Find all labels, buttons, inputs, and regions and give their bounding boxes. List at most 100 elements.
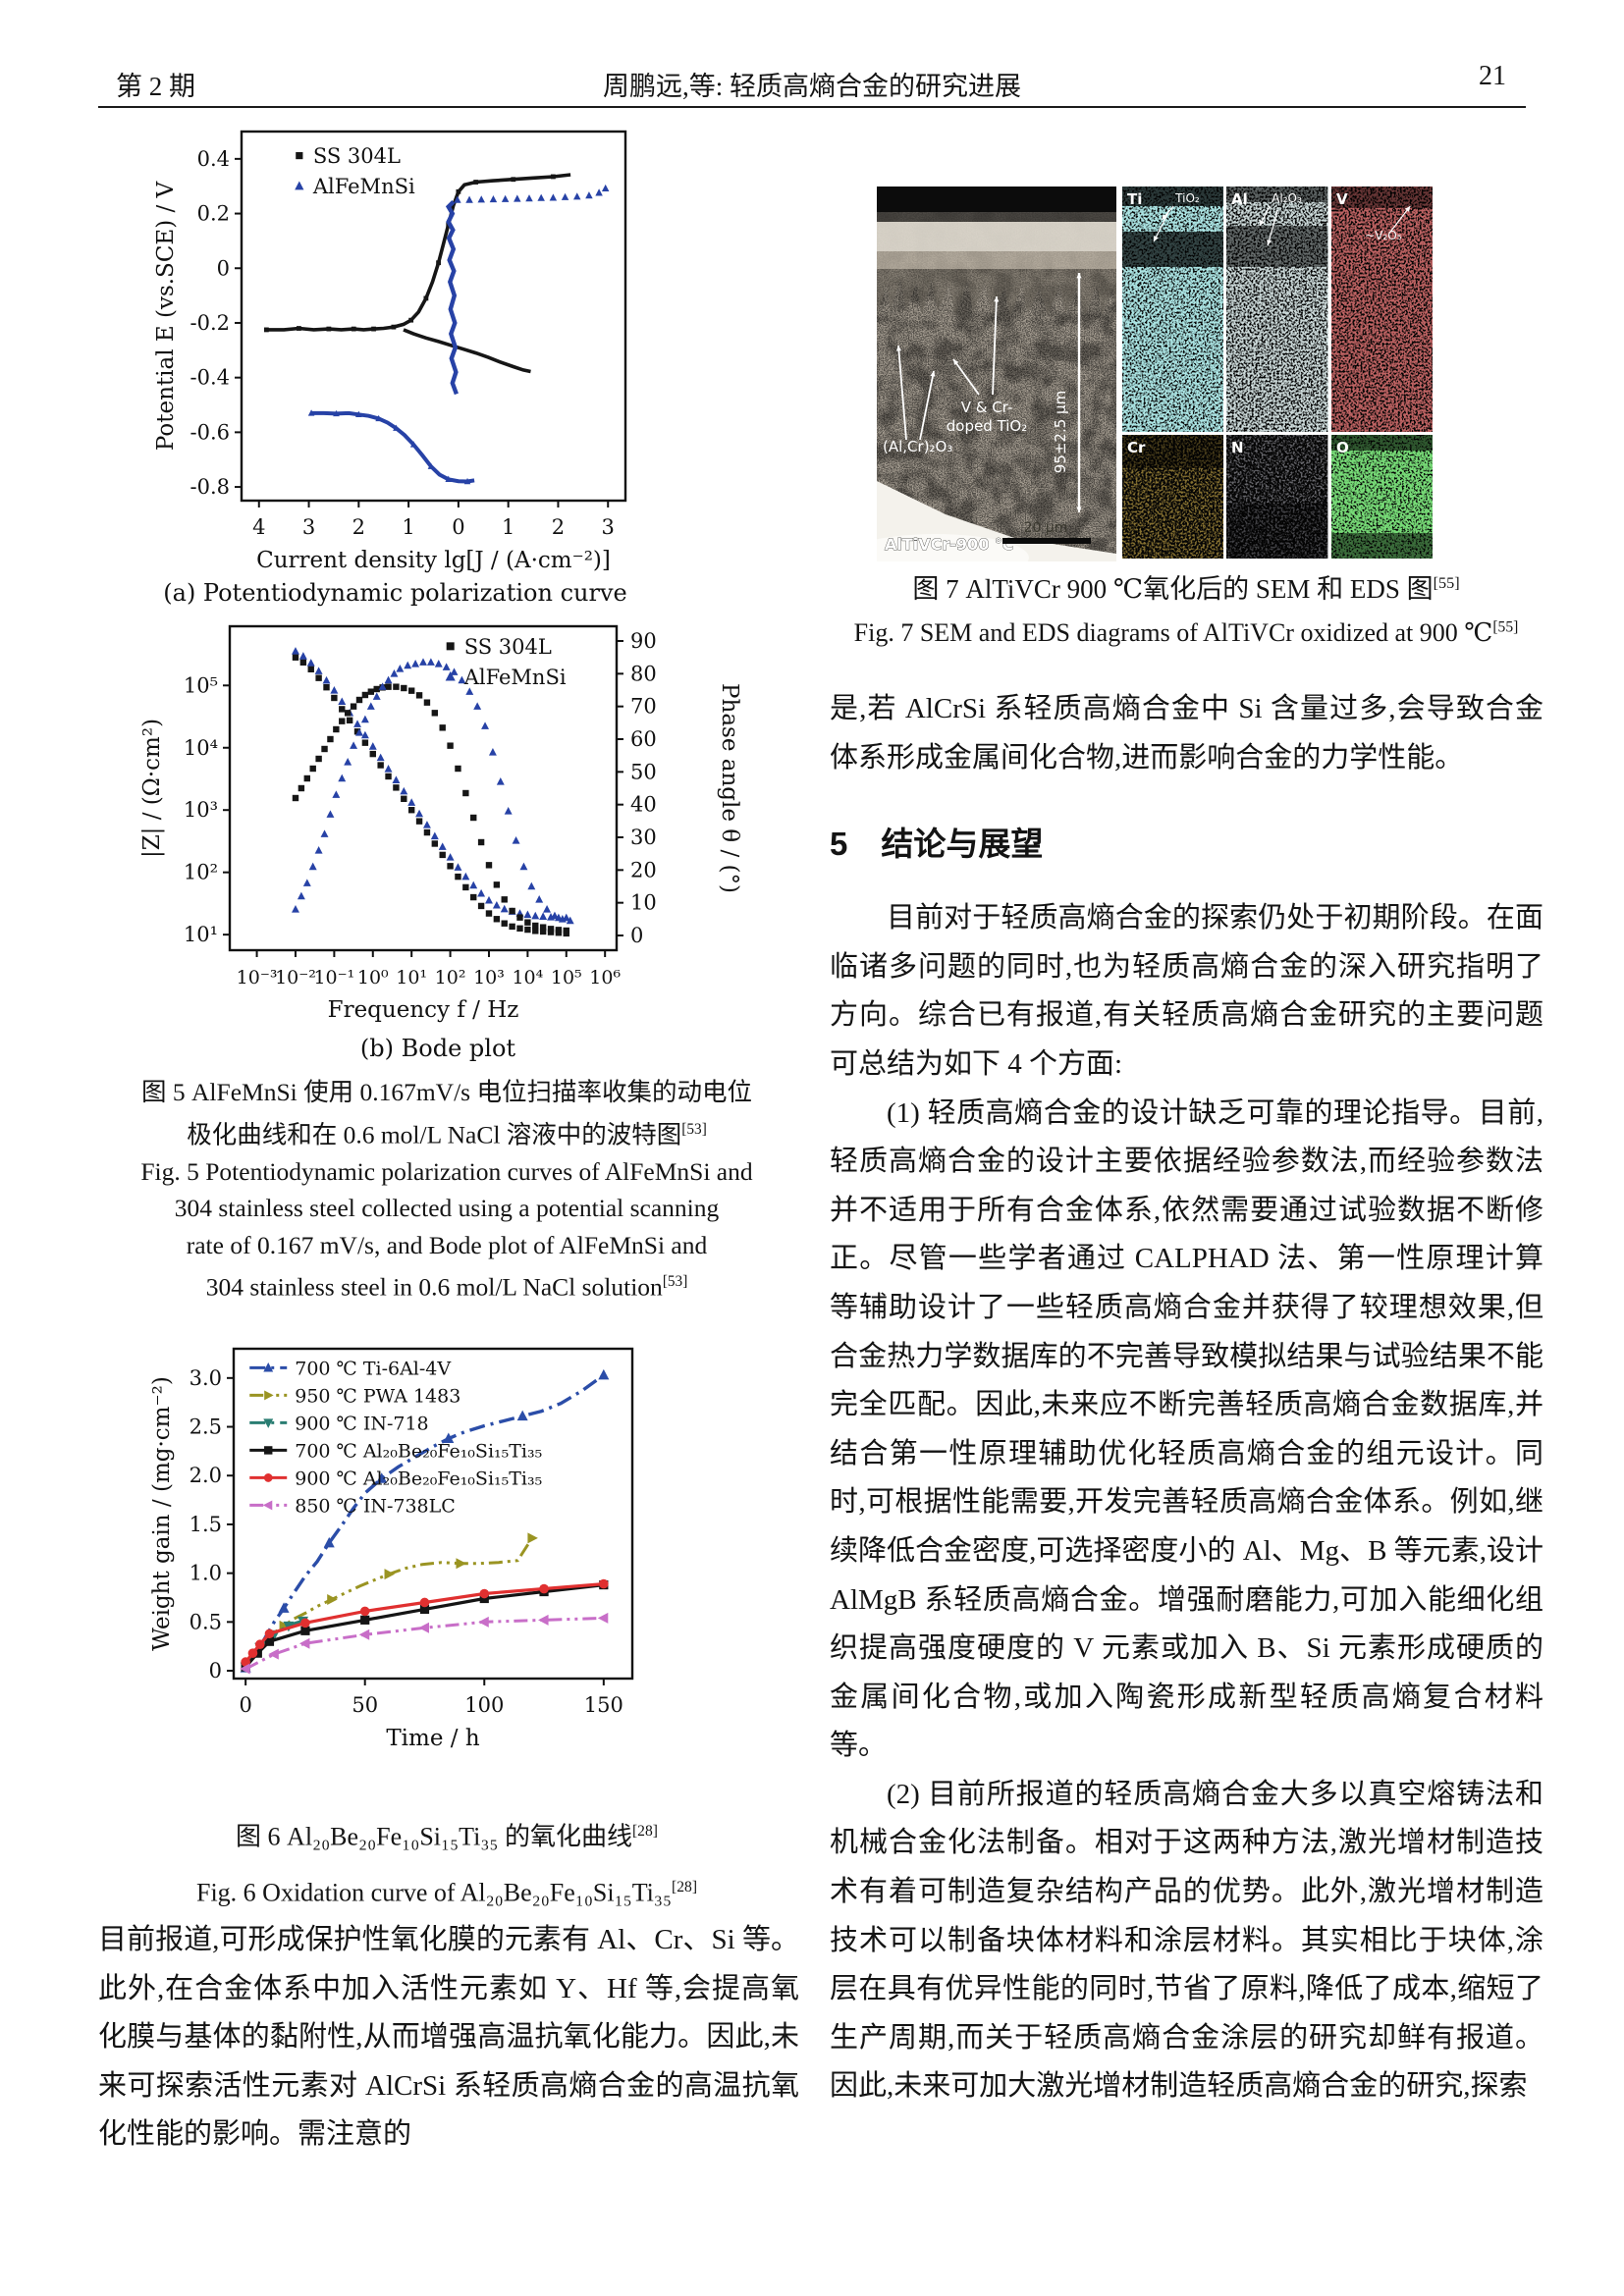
page-number: 21 (1479, 61, 1506, 91)
svg-text:10⁴: 10⁴ (184, 736, 218, 760)
svg-text:30: 30 (630, 826, 657, 849)
svg-text:3.0: 3.0 (189, 1366, 222, 1390)
svg-text:10⁵: 10⁵ (551, 967, 582, 988)
svg-text:2.0: 2.0 (189, 1464, 222, 1487)
svg-text:10²: 10² (435, 967, 466, 988)
figure5-caption-en-line2: 304 stainless steel collected using a po… (174, 1194, 720, 1222)
reference-28: [28] (672, 1878, 698, 1896)
svg-text:Time / h: Time / h (386, 1726, 479, 1751)
svg-text:10⁰: 10⁰ (357, 967, 389, 988)
figure5a-polarization-chart: 4 3 2 1 0 1 2 3 0.4 0.2 0 -0.2 -0.4 -0.6 -0.8 Current d… (147, 120, 643, 615)
svg-text:10: 10 (630, 891, 657, 915)
figure5b-bode-chart: 10⁻³ 10⁻² 10⁻¹ 10⁰ 10¹ 10² 10³ 10⁴ 10⁵ 10⁶ 10¹ 10² 1… (134, 614, 742, 1071)
figure5-caption-zh-line1: 图 5 AlFeMnSi 使用 0.167mV/s 电位扫描率收集的动电位 (141, 1078, 752, 1106)
svg-text:(b) Bode plot: (b) Bode plot (360, 1035, 515, 1062)
sem-scale-bar (1002, 538, 1091, 544)
svg-text:4: 4 (252, 515, 265, 539)
svg-text:50: 50 (352, 1693, 378, 1717)
svg-text:1: 1 (402, 515, 414, 539)
svg-text:0.4: 0.4 (197, 147, 230, 171)
svg-text:Frequency f / Hz: Frequency f / Hz (328, 997, 519, 1023)
sem-annotation-doped-line2: doped TiO₂ (947, 417, 1027, 435)
reference-55: [55] (1492, 618, 1519, 636)
svg-text:20: 20 (630, 858, 657, 881)
svg-text:2: 2 (552, 515, 565, 539)
svg-text:100: 100 (464, 1693, 504, 1717)
svg-text:10⁻²: 10⁻² (275, 967, 316, 988)
svg-text:70: 70 (630, 695, 657, 719)
svg-text:0: 0 (630, 924, 643, 947)
figure5-caption-zh-line2: 极化曲线和在 0.6 mol/L NaCl 溶液中的波特图[53] (187, 1120, 707, 1148)
svg-text:10⁴: 10⁴ (512, 967, 543, 988)
svg-text:SS 304L: SS 304L (464, 635, 552, 659)
figure7-caption-en: Fig. 7 SEM and EDS diagrams of AlTiVCr o… (853, 618, 1519, 647)
svg-text:0: 0 (452, 515, 464, 539)
right-paragraph-3: (1) 轻质高熵合金的设计缺乏可靠的理论指导。目前,轻质高熵合金的设计主要依据经… (830, 1096, 1543, 1762)
figure5-caption-en-line1: Fig. 5 Potentiodynamic polarization curv… (140, 1156, 753, 1186)
fig7-eds-grid: Ti TiO₂ Al Al₂O₃ V ~V₂O₅ Cr N O (1122, 187, 1433, 561)
svg-text:150: 150 (584, 1693, 623, 1717)
section5-title: 结论与展望 (881, 826, 1044, 863)
svg-text:10⁻³: 10⁻³ (237, 967, 278, 988)
sem-sample-label: AlTiVCr-900 ℃ (885, 535, 1013, 554)
journal-issue: 第 2 期 (116, 72, 195, 101)
svg-text:TiO₂: TiO₂ (1174, 191, 1200, 205)
eds-panel-cr: Cr (1122, 435, 1224, 559)
svg-text:900 ℃ IN-718: 900 ℃ IN-718 (295, 1413, 428, 1434)
reference-28: [28] (631, 1823, 658, 1840)
svg-text:Ti: Ti (1127, 190, 1142, 208)
eds-panel-al: Al Al₂O₃ (1226, 187, 1328, 432)
right-column: 是,若 AlCrSi 系轻质高熵合金中 Si 含量过多,会导致合金体系形成金属间… (830, 685, 1543, 2111)
svg-text:50: 50 (630, 760, 657, 783)
svg-text:3: 3 (302, 515, 315, 539)
figure6-caption-en: Fig. 6 Oxidation curve of Al₂₀Be₂₀Fe₁₀Si… (195, 1878, 698, 1907)
svg-text:10¹: 10¹ (184, 923, 218, 946)
svg-text:700 ℃ Ti-6Al-4V: 700 ℃ Ti-6Al-4V (295, 1358, 451, 1379)
svg-text:1.5: 1.5 (189, 1513, 222, 1536)
svg-text:10⁶: 10⁶ (589, 967, 621, 988)
svg-text:80: 80 (630, 662, 657, 685)
figure5-caption-en-line4: 304 stainless steel in 0.6 mol/L NaCl so… (205, 1272, 688, 1302)
svg-text:0.2: 0.2 (197, 202, 230, 226)
svg-text:Al: Al (1231, 190, 1248, 208)
svg-text:0.5: 0.5 (189, 1610, 222, 1633)
figure7-sem-eds: (Al,Cr)₂O₃ V & Cr- doped TiO₂ 95±2.5 μm … (877, 187, 1433, 561)
svg-text:(a) Potentiodynamic polarizati: (a) Potentiodynamic polarization curve (163, 579, 626, 607)
svg-text:700 ℃ Al₂₀Be₂₀Fe₁₀Si₁₅Ti₃₅: 700 ℃ Al₂₀Be₂₀Fe₁₀Si₁₅Ti₃₅ (295, 1440, 542, 1462)
sem-scale-text: 20 μm (1024, 520, 1068, 536)
fig7-sem-svg: (Al,Cr)₂O₃ V & Cr- doped TiO₂ 95±2.5 μm … (877, 187, 1116, 561)
svg-text:AlFeMnSi: AlFeMnSi (463, 666, 567, 689)
svg-text:10¹: 10¹ (396, 967, 427, 988)
eds-panel-n: N (1226, 435, 1328, 559)
left-column-paragraph: 目前报道,可形成保护性氧化膜的元素有 Al、Cr、Si 等。此外,在合金体系中加… (98, 1924, 799, 2151)
svg-text:10⁻¹: 10⁻¹ (313, 967, 354, 988)
svg-text:2: 2 (352, 515, 365, 539)
svg-text:AlFeMnSi: AlFeMnSi (312, 175, 415, 198)
svg-text:SS 304L: SS 304L (313, 144, 401, 168)
figure5-caption-en-line3: rate of 0.167 mV/s, and Bode plot of AlF… (186, 1230, 708, 1259)
section5-heading: 5 结论与展望 (830, 818, 1543, 865)
figure5-caption: 图 5 AlFeMnSi 使用 0.167mV/s 电位扫描率收集的动电位 极化… (100, 1074, 793, 1306)
svg-text:V: V (1336, 190, 1348, 208)
svg-text:0: 0 (239, 1693, 251, 1717)
running-title: 周鹏远,等: 轻质高熵合金的研究进展 (602, 72, 1021, 101)
figure6-caption: 图 6 Al₂₀Be₂₀Fe₁₀Si₁₅Ti₃₅ 的氧化曲线[28] Fig. … (100, 1806, 793, 1917)
eds-panel-ti: Ti TiO₂ (1122, 187, 1224, 432)
svg-text:90: 90 (630, 629, 657, 653)
svg-text:850 ℃ IN-738LC: 850 ℃ IN-738LC (295, 1495, 456, 1517)
reference-53: [53] (662, 1273, 688, 1290)
svg-text:10³: 10³ (473, 967, 505, 988)
svg-text:~V₂O₅: ~V₂O₅ (1365, 229, 1402, 242)
svg-text:-0.8: -0.8 (190, 475, 231, 499)
right-paragraph-4: (2) 目前所报道的轻质高熵合金大多以真空熔铸法和机械合金化法制备。相对于这两种… (830, 1778, 1543, 2103)
sem-annotation-alcr-oxide: (Al,Cr)₂O₃ (883, 438, 952, 455)
svg-text:O: O (1336, 439, 1349, 456)
svg-text:1: 1 (502, 515, 514, 539)
sem-annotation-doped-line1: V & Cr- (961, 399, 1013, 416)
svg-text:2.5: 2.5 (189, 1415, 222, 1439)
right-paragraph-1: 是,若 AlCrSi 系轻质高熵合金中 Si 含量过多,会导致合金体系形成金属间… (830, 693, 1543, 774)
svg-text:-0.4: -0.4 (190, 366, 231, 390)
svg-text:1.0: 1.0 (189, 1562, 222, 1585)
svg-text:Phase angle θ / (°): Phase angle θ / (°) (717, 683, 742, 893)
